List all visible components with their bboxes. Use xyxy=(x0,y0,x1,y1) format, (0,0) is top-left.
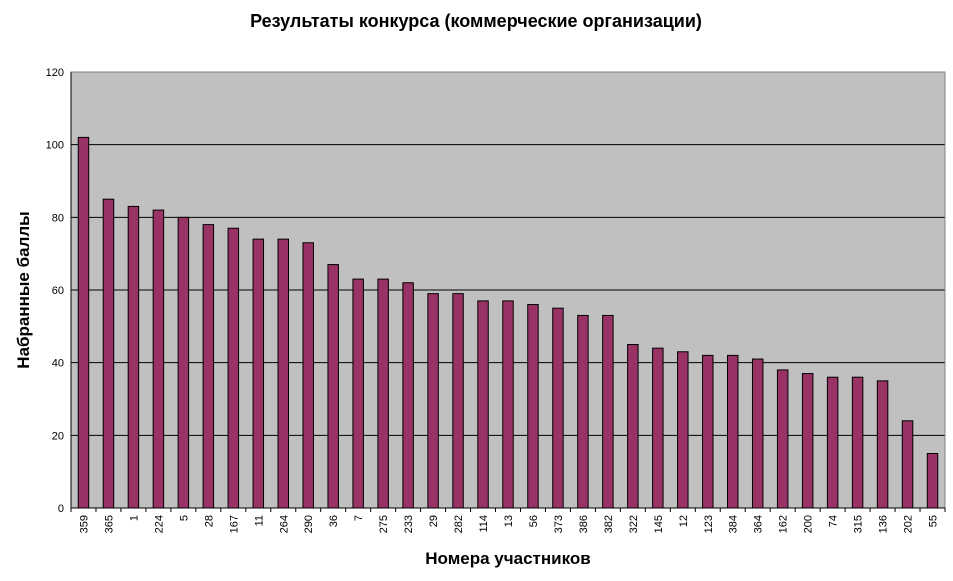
bar xyxy=(377,278,389,509)
x-tick-label: 359 xyxy=(78,515,90,533)
bar xyxy=(327,264,339,509)
y-tick-label: 80 xyxy=(52,212,64,224)
bar xyxy=(402,282,414,509)
chart-title: Результаты конкурса (коммерческие органи… xyxy=(250,11,702,31)
x-tick-label: 123 xyxy=(703,515,715,533)
x-tick-label: 364 xyxy=(753,515,765,533)
x-tick-label: 200 xyxy=(803,515,815,533)
bar xyxy=(552,307,564,509)
x-tick-label: 13 xyxy=(503,515,515,527)
bar xyxy=(677,351,689,509)
y-tick-label: 40 xyxy=(52,358,64,370)
bar xyxy=(152,209,165,509)
bar xyxy=(577,314,589,509)
x-tick-label: 322 xyxy=(628,515,640,533)
x-tick-label: 264 xyxy=(278,515,290,533)
bar xyxy=(352,278,364,509)
bar xyxy=(477,300,489,509)
bar xyxy=(427,293,439,509)
x-tick-label: 162 xyxy=(778,515,790,533)
x-tick-label: 11 xyxy=(253,515,265,526)
bar xyxy=(302,242,314,509)
axes xyxy=(70,71,946,512)
x-tick-labels: 359 365 1 224 5 28 167 11 264 290 36 7 275 233 29 282 11… xyxy=(78,515,939,533)
x-tick-label: 12 xyxy=(678,515,690,527)
bar xyxy=(876,380,889,509)
bars xyxy=(77,136,939,509)
bar xyxy=(527,304,539,509)
bar xyxy=(751,358,764,509)
x-tick-label: 290 xyxy=(303,515,315,533)
x-tick-label: 282 xyxy=(453,515,465,533)
x-tick-label: 224 xyxy=(153,515,165,533)
y-tick-label: 20 xyxy=(52,430,64,442)
y-axis-title: Набранные баллы xyxy=(14,211,33,368)
y-tick-label: 0 xyxy=(58,503,64,515)
y-tick-label: 120 xyxy=(46,67,64,79)
bar xyxy=(127,205,140,509)
bar xyxy=(77,136,90,509)
x-tick-label: 386 xyxy=(578,515,590,533)
bar xyxy=(277,238,290,509)
bar xyxy=(826,376,839,509)
bar xyxy=(502,300,514,509)
bar xyxy=(801,373,814,509)
bar xyxy=(726,354,739,509)
bar xyxy=(602,314,614,509)
x-tick-label: 114 xyxy=(478,515,490,533)
bar xyxy=(652,347,664,509)
bar xyxy=(452,293,464,509)
x-tick-label: 384 xyxy=(728,515,740,533)
x-tick-label: 56 xyxy=(528,515,540,527)
x-tick-label: 74 xyxy=(828,515,840,527)
bar xyxy=(102,198,115,509)
x-tick-label: 315 xyxy=(853,515,865,533)
x-tick-label: 373 xyxy=(553,515,565,533)
x-tick-label: 29 xyxy=(428,515,440,527)
x-tick-label: 167 xyxy=(228,515,240,533)
x-tick-label: 202 xyxy=(903,515,915,533)
bar xyxy=(227,227,240,509)
x-axis-title: Номера участников xyxy=(425,549,590,568)
bar xyxy=(702,354,714,509)
y-tick-labels: 0 20 40 60 80 100 120 xyxy=(46,67,64,515)
x-tick-label: 5 xyxy=(178,515,190,521)
bar xyxy=(177,216,190,509)
x-tick-label: 1 xyxy=(128,515,140,521)
x-tick-label: 145 xyxy=(653,515,665,533)
bar xyxy=(926,453,939,509)
bar xyxy=(202,224,215,509)
x-tick-label: 275 xyxy=(378,515,390,533)
bar xyxy=(901,420,914,509)
y-tick-label: 100 xyxy=(46,140,64,152)
bar xyxy=(851,376,864,509)
bar xyxy=(776,369,789,509)
x-tick-label: 365 xyxy=(103,515,115,533)
x-tick-label: 7 xyxy=(353,515,365,521)
y-tick-label: 60 xyxy=(52,285,64,297)
x-tick-label: 55 xyxy=(928,515,940,527)
x-tick-label: 28 xyxy=(203,515,215,527)
x-tick-label: 233 xyxy=(403,515,415,533)
x-tick-label: 382 xyxy=(603,515,615,533)
x-tick-label: 36 xyxy=(328,515,340,527)
bar xyxy=(252,238,265,509)
x-tick-label: 136 xyxy=(878,515,890,533)
bar xyxy=(627,344,639,509)
